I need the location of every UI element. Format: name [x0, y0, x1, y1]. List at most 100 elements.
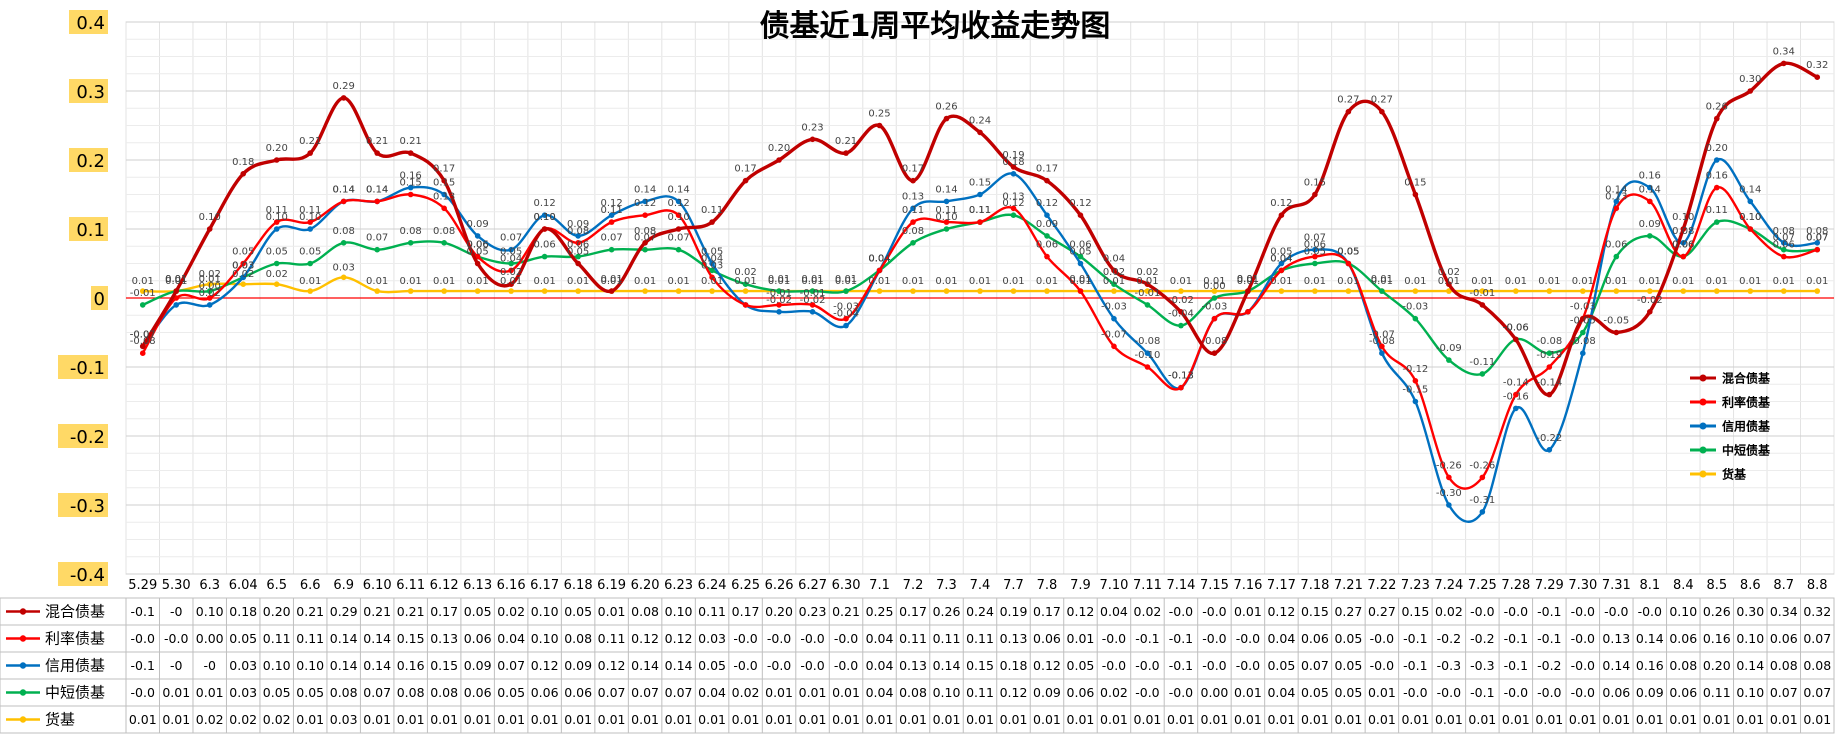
table-cell: 0.05 [1334, 685, 1362, 700]
table-cell: 0.26 [933, 604, 961, 619]
data-point [943, 219, 950, 225]
table-cell: -0.1 [1403, 658, 1427, 673]
table-cell: 0.11 [933, 631, 961, 646]
data-label: 0.08 [433, 226, 455, 237]
legend-marker [1699, 398, 1707, 406]
data-label: 0.10 [1672, 212, 1694, 223]
table-cell: 0.01 [665, 712, 693, 727]
x-tick-label: 6.26 [765, 578, 794, 593]
table-cell: -0.0 [1202, 604, 1226, 619]
data-point [1580, 329, 1586, 336]
data-point [1814, 74, 1821, 80]
table-cell: 0.05 [1267, 658, 1295, 673]
data-label: 0.25 [868, 109, 890, 120]
x-tick-label: 7.7 [1003, 578, 1024, 593]
data-point [206, 226, 213, 232]
table-cell: -0.1 [1169, 631, 1193, 646]
table-cell: 0.14 [933, 658, 961, 673]
table-cell: 0.01 [832, 685, 860, 700]
table-cell: 0.01 [1770, 712, 1798, 727]
table-cell: 0.05 [1301, 685, 1329, 700]
data-point [1144, 288, 1151, 294]
data-label: 0.15 [1404, 178, 1426, 189]
data-point [441, 205, 447, 212]
table-cell: 0.08 [899, 685, 927, 700]
data-label: 0.01 [1203, 276, 1225, 287]
data-label: 0.06 [1036, 240, 1058, 251]
table-cell: 0.04 [866, 658, 894, 673]
data-point [575, 240, 581, 246]
data-point [1412, 315, 1419, 322]
data-point [876, 267, 883, 274]
table-cell: 0.01 [397, 712, 425, 727]
data-label: 0.01 [1270, 276, 1292, 287]
table-cell: 0.01 [1502, 712, 1530, 727]
table-cell: -0 [170, 658, 183, 673]
table-cell: 0.02 [1134, 604, 1162, 619]
table-cell: 0.01 [1368, 685, 1396, 700]
table-cell: 0.02 [229, 712, 257, 727]
table-cell: 0.13 [1602, 631, 1630, 646]
table-cell: -0.1 [1504, 631, 1528, 646]
table-cell: 0.01 [933, 712, 961, 727]
data-point [1446, 288, 1452, 294]
data-label: 0.02 [1438, 267, 1460, 278]
data-label: 0.11 [299, 205, 321, 216]
data-point [1245, 309, 1251, 315]
table-cell: -0.0 [1571, 685, 1595, 700]
data-point [709, 274, 715, 281]
data-point [1479, 509, 1486, 515]
data-label: 0.20 [1706, 143, 1728, 154]
table-cell: -0.0 [767, 631, 791, 646]
x-tick-label: 6.17 [530, 578, 559, 593]
table-cell: -0.0 [1370, 631, 1394, 646]
data-point [1312, 246, 1318, 253]
data-label: 0.12 [634, 198, 656, 209]
table-cell: 0.12 [1033, 658, 1061, 673]
table-cell: 0.06 [1669, 631, 1697, 646]
data-label: -0.11 [1469, 357, 1495, 368]
data-point [407, 288, 414, 294]
table-cell: 0.08 [564, 631, 592, 646]
table-cell: 0.01 [1401, 712, 1429, 727]
data-point [273, 157, 280, 163]
table-cell: 0.16 [1703, 631, 1731, 646]
data-point [809, 288, 816, 294]
x-tick-label: 7.30 [1568, 578, 1597, 593]
data-label: 0.11 [969, 205, 991, 216]
table-cell: 0.01 [1201, 712, 1229, 727]
data-label: 0.20 [266, 143, 288, 154]
table-cell: 0.01 [1301, 712, 1329, 727]
data-point [474, 260, 481, 267]
data-label: 0.14 [333, 184, 355, 195]
table-cell: -0.0 [1504, 685, 1528, 700]
legend-label: 利率债基 [1722, 395, 1771, 410]
table-cell: -0.0 [1102, 631, 1126, 646]
data-point [1680, 226, 1687, 232]
table-cell: 0.12 [598, 658, 626, 673]
data-label: 0.07 [500, 233, 522, 244]
table-cell: 0.01 [430, 712, 458, 727]
data-label: 0.21 [299, 136, 321, 147]
row-series-name: 货基 [45, 711, 75, 729]
data-point [1312, 253, 1318, 260]
table-cell: 0.11 [698, 604, 726, 619]
data-point [608, 219, 615, 225]
data-point [1780, 246, 1787, 253]
table-cell: 0.27 [1368, 604, 1396, 619]
table-cell: 0.05 [698, 658, 726, 673]
x-tick-label: 7.18 [1300, 578, 1329, 593]
data-point [541, 212, 548, 218]
data-label: 0.07 [1806, 233, 1828, 244]
table-cell: -0.0 [834, 631, 858, 646]
data-label: 0.14 [1605, 184, 1627, 195]
x-tick-label: 7.22 [1367, 578, 1396, 593]
table-cell: 0.12 [1000, 685, 1028, 700]
table-cell: 0.08 [1803, 658, 1831, 673]
data-point [273, 226, 280, 232]
data-point [1278, 212, 1285, 218]
data-label: 0.14 [634, 184, 656, 195]
data-label: 0.08 [1773, 226, 1795, 237]
table-cell: 0.06 [564, 685, 592, 700]
data-point [1513, 336, 1519, 343]
